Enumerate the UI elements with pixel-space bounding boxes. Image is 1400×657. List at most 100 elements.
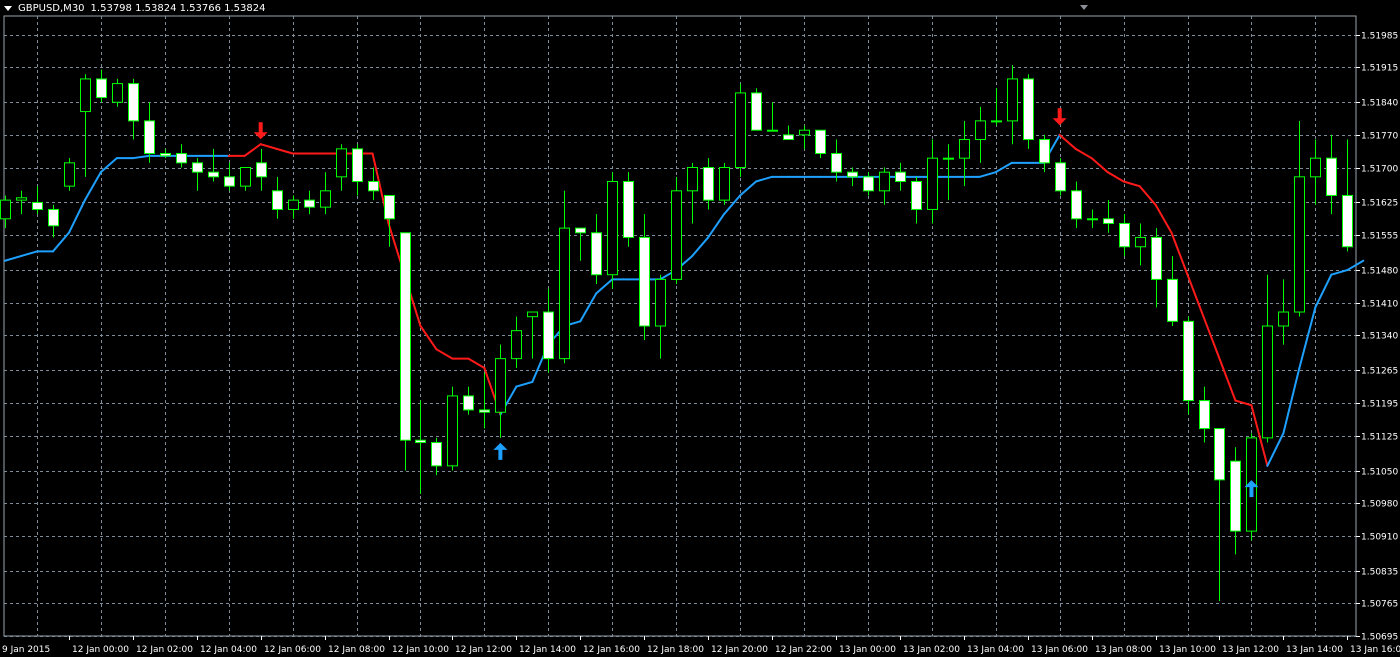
- bearish-candle: [1103, 218, 1114, 224]
- bullish-candle: [607, 180, 618, 276]
- trend-line-segment: [1122, 180, 1141, 188]
- trend-line-segment: [51, 231, 70, 253]
- chart-symbol-header: GBPUSD,M30 1.53798 1.53824 1.53766 1.538…: [4, 3, 266, 14]
- trend-line-segment: [1234, 399, 1253, 407]
- time-tick-label: 12 Jan 22:00: [775, 645, 832, 655]
- bearish-candle: [1151, 236, 1162, 280]
- buy-arrow-icon: [493, 442, 508, 460]
- price-tick-label: 1.51555: [1361, 232, 1398, 242]
- trend-line-segment: [1170, 231, 1189, 276]
- bearish-candle: [1183, 320, 1194, 402]
- time-tick-label: 9 Jan 2015: [2, 645, 50, 655]
- trend-line-segment: [1154, 203, 1173, 234]
- bearish-candle: [847, 171, 858, 178]
- trend-line-segment: [1346, 259, 1365, 272]
- bearish-candle: [384, 194, 395, 220]
- price-tick-label: 1.51770: [1361, 132, 1398, 142]
- time-tick-label: 13 Jan 16:00: [1350, 645, 1400, 655]
- time-tick-label: 13 Jan 08:00: [1095, 645, 1152, 655]
- trend-line-segment: [1186, 273, 1205, 318]
- time-tick-label: 12 Jan 12:00: [455, 645, 512, 655]
- time-tick-label: 12 Jan 08:00: [328, 645, 385, 655]
- price-tick-label: 1.50835: [1361, 568, 1398, 578]
- trend-line-segment: [1218, 357, 1237, 402]
- bearish-candle: [208, 171, 219, 178]
- bullish-candle: [511, 330, 522, 360]
- trend-line-segment: [275, 147, 294, 155]
- time-tick-label: 13 Jan 14:00: [1286, 645, 1343, 655]
- dropdown-triangle-icon[interactable]: [4, 6, 12, 11]
- bullish-candle: [336, 148, 347, 178]
- bearish-candle: [751, 92, 762, 131]
- plot-frame: [3, 15, 1357, 637]
- bullish-candle: [495, 358, 506, 413]
- bullish-candle: [64, 162, 75, 187]
- bearish-candle: [639, 236, 650, 327]
- bearish-candle: [1342, 194, 1353, 248]
- trend-line-segment: [595, 278, 614, 295]
- price-tick-label: 1.51625: [1361, 199, 1398, 209]
- bullish-candle: [735, 92, 746, 169]
- trend-line-segment: [1074, 147, 1093, 160]
- sell-arrow-icon: [1052, 108, 1067, 126]
- time-tick-label: 13 Jan 06:00: [1031, 645, 1088, 655]
- price-tick-label: 1.50980: [1361, 500, 1398, 510]
- price-tick-label: 1.50765: [1361, 600, 1398, 610]
- time-tick-label: 13 Jan 02:00: [903, 645, 960, 655]
- price-tick-label: 1.51265: [1361, 367, 1398, 377]
- time-tick-label: 12 Jan 18:00: [647, 645, 704, 655]
- bearish-candle: [463, 395, 474, 411]
- bullish-candle: [320, 190, 331, 208]
- bearish-candle: [1199, 400, 1210, 430]
- time-tick-label: 12 Jan 14:00: [519, 645, 576, 655]
- trend-line-segment: [99, 157, 118, 174]
- bullish-candle: [0, 199, 11, 220]
- bullish-candle: [767, 129, 778, 132]
- trend-line-segment: [1106, 171, 1125, 183]
- sell-arrow-icon: [253, 122, 268, 140]
- time-tick-label: 12 Jan 16:00: [583, 645, 640, 655]
- bullish-candle: [1262, 325, 1273, 439]
- price-tick-label: 1.51480: [1361, 267, 1398, 277]
- bearish-candle: [863, 176, 874, 192]
- trend-line-segment: [1202, 315, 1221, 360]
- bullish-candle: [975, 120, 986, 141]
- bullish-candle: [240, 167, 251, 187]
- trend-line-segment: [579, 292, 598, 323]
- trend-line-segment: [739, 180, 758, 197]
- time-tick-label: 12 Jan 04:00: [200, 645, 257, 655]
- trend-line-segment: [435, 348, 454, 360]
- bearish-candle: [352, 148, 363, 182]
- bearish-candle: [224, 176, 235, 187]
- trend-line-segment: [1090, 157, 1109, 174]
- trend-line-segment: [243, 143, 262, 157]
- bullish-candle: [1278, 311, 1289, 327]
- bullish-candle: [687, 167, 698, 192]
- trend-line-segment: [707, 213, 726, 239]
- bearish-candle: [575, 227, 586, 234]
- bullish-candle: [112, 83, 123, 103]
- trend-line-segment: [67, 199, 86, 234]
- bullish-candle: [1135, 236, 1146, 248]
- price-tick-label: 1.51195: [1361, 400, 1398, 410]
- time-tick-label: 13 Jan 10:00: [1159, 645, 1216, 655]
- trend-line-segment: [1314, 273, 1333, 309]
- price-tick-label: 1.51340: [1361, 332, 1398, 342]
- trend-line-segment: [131, 154, 150, 160]
- time-tick-label: 13 Jan 04:00: [967, 645, 1024, 655]
- bullish-candle: [288, 199, 299, 210]
- bullish-candle: [447, 395, 458, 467]
- trend-line-segment: [1266, 432, 1285, 467]
- bullish-candle: [1007, 78, 1018, 122]
- bullish-candle: [991, 120, 1002, 123]
- price-tick-label: 1.51700: [1361, 165, 1398, 175]
- trend-line-segment: [1250, 404, 1269, 467]
- bearish-candle: [32, 201, 43, 210]
- bearish-candle: [543, 311, 554, 360]
- bearish-candle: [911, 180, 922, 210]
- symbol-label: GBPUSD,M30: [18, 3, 85, 14]
- trend-line-segment: [755, 175, 774, 183]
- bullish-candle: [927, 157, 938, 210]
- time-tick-label: 12 Jan 10:00: [392, 645, 449, 655]
